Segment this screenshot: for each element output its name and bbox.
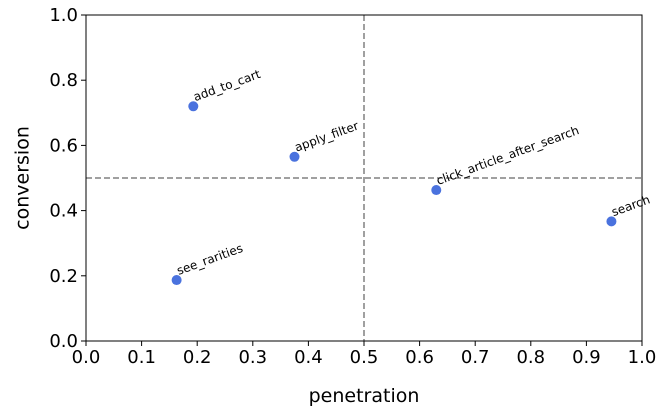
data-point <box>431 185 442 196</box>
x-tick-label: 0.4 <box>294 347 323 368</box>
x-tick-label: 0.6 <box>405 347 434 368</box>
y-tick-label: 1.0 <box>49 5 78 26</box>
reference-lines <box>86 15 642 341</box>
y-tick-label: 0.4 <box>49 201 78 222</box>
x-tick-label: 0.3 <box>238 347 267 368</box>
data-point <box>606 216 617 227</box>
y-tick-label: 0.8 <box>49 70 78 91</box>
y-axis-title: conversion <box>12 126 34 230</box>
x-tick-label: 1.0 <box>628 347 657 368</box>
data-point-label: search <box>610 192 652 219</box>
x-tick-label: 0.5 <box>350 347 379 368</box>
x-tick-label: 0.2 <box>183 347 212 368</box>
y-tick-label: 0.6 <box>49 135 78 156</box>
x-axis-title: penetration <box>309 385 420 407</box>
data-point-label: add_to_cart <box>192 67 263 104</box>
data-point <box>171 275 182 286</box>
x-tick-label: 0.8 <box>516 347 545 368</box>
x-tick-label: 0.0 <box>72 347 101 368</box>
data-point-label: see_rarities <box>175 241 245 278</box>
y-tick-label: 0.2 <box>49 266 78 287</box>
data-point <box>188 101 199 112</box>
x-tick-label: 0.9 <box>572 347 601 368</box>
x-tick-label: 0.1 <box>127 347 156 368</box>
data-point <box>289 151 300 162</box>
y-axis-ticks: 0.0 0.2 0.4 0.6 0.8 1.0 <box>49 5 86 352</box>
x-tick-label: 0.7 <box>461 347 490 368</box>
y-tick-label: 0.0 <box>49 331 78 352</box>
x-axis-ticks: 0.0 0.1 0.2 0.3 0.4 0.5 0.6 0.7 0.8 0.9 1.0 <box>72 341 657 368</box>
data-point-label: apply_filter <box>293 119 361 155</box>
